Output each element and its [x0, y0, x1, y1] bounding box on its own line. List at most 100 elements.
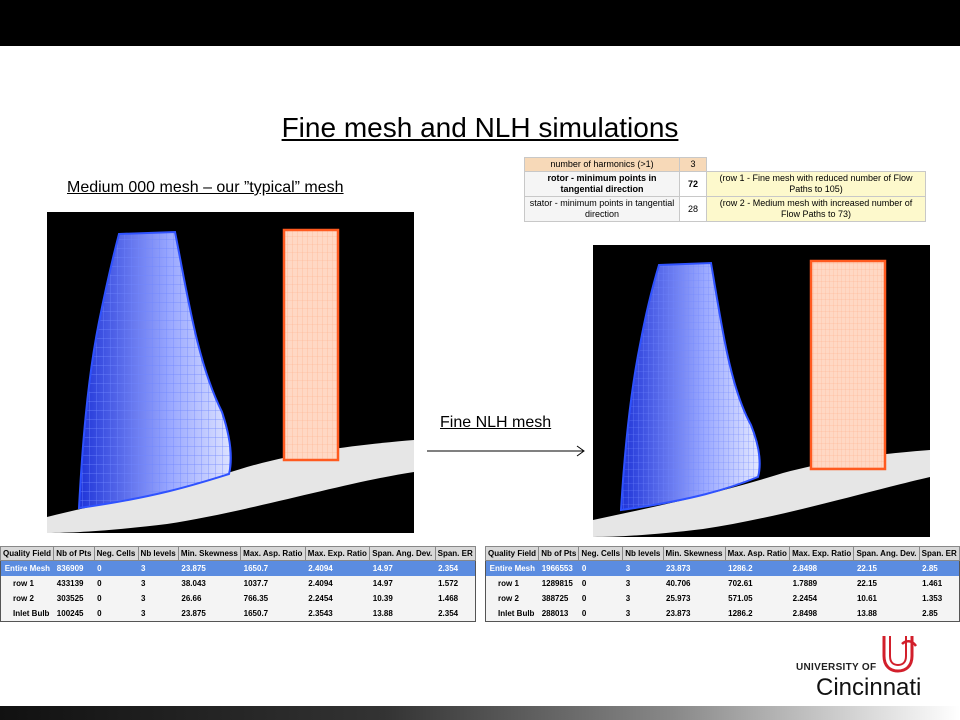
table-cell: 303525 [56, 594, 84, 603]
param-note: (row 1 - Fine mesh with reduced number o… [706, 171, 926, 197]
table-cell: 2.8498 [789, 560, 854, 576]
param-name: number of harmonics (>1) [524, 157, 680, 172]
medium-mesh-image [47, 212, 414, 533]
params-row: stator - minimum points in tangential di… [524, 196, 926, 222]
column-header: Quality Field [0, 546, 55, 561]
table-cell: row 2 [13, 594, 34, 603]
table-cell: 1650.7 [243, 609, 269, 618]
table-cell: 100245 [56, 609, 84, 618]
param-note [706, 157, 926, 172]
table-row[interactable]: Entire Mesh 1966553 0 3 23.873 1286.2 2.… [485, 560, 960, 576]
table-cell: 14.97 [369, 560, 436, 576]
table-cell: 2.4094 [305, 560, 370, 576]
table-cell: 1.468 [438, 594, 459, 603]
table-cell: 2.354 [438, 609, 459, 618]
column-header: Max. Asp. Ratio [724, 546, 791, 561]
table-cell: 22.15 [853, 560, 920, 576]
table-cell: 38.043 [181, 579, 206, 588]
table-cell: 3 [141, 609, 146, 618]
column-header: Max. Asp. Ratio [240, 546, 306, 561]
table-cell: 0 [581, 609, 587, 618]
table-cell: 13.88 [372, 609, 393, 618]
table-cell: 0 [578, 560, 623, 576]
logo-cincinnati: Cincinnati [816, 674, 922, 701]
table-cell: 3 [622, 560, 664, 576]
param-value: 3 [679, 157, 707, 172]
table-cell: 288013 [541, 609, 569, 618]
table-cell: 1.461 [922, 579, 943, 588]
table-cell: 2.8498 [792, 609, 818, 618]
column-header: Span. ER [918, 546, 960, 561]
table-row[interactable]: row 2 388725 0 3 25.973 571.05 2.2454 10… [486, 591, 960, 606]
table-cell: 22.15 [856, 579, 877, 588]
uc-mark-icon [882, 636, 918, 673]
table-cell: 23.875 [181, 609, 206, 618]
column-header: Nb levels [137, 546, 179, 561]
column-header: Neg. Cells [93, 546, 139, 561]
table-row[interactable]: Entire Mesh 836909 0 3 23.875 1650.7 2.4… [0, 560, 476, 576]
param-value: 72 [679, 171, 707, 197]
table-cell: 1289815 [541, 579, 573, 588]
table-row[interactable]: row 1 1289815 0 3 40.706 702.61 1.7889 2… [486, 576, 960, 591]
table-cell: 23.873 [663, 560, 726, 576]
table-cell: 23.873 [666, 609, 691, 618]
column-header: Max. Exp. Ratio [789, 546, 855, 561]
table-cell: 13.88 [856, 609, 877, 618]
params-row: rotor - minimum points in tangential dir… [524, 171, 926, 197]
table-cell: 14.97 [372, 579, 393, 588]
table-cell: Entire Mesh [485, 560, 539, 576]
column-header: Neg. Cells [578, 546, 624, 561]
table-row[interactable]: row 1 433139 0 3 38.043 1037.7 2.4094 14… [1, 576, 476, 591]
medium-mesh-caption: Medium 000 mesh – our ”typical” mesh [67, 179, 344, 196]
table-cell: 25.973 [666, 594, 691, 603]
fine-nlh-mesh-quality-table: Quality Field Nb of Pts Neg. Cells Nb le… [484, 546, 960, 622]
table-cell: row 1 [498, 579, 519, 588]
logo-university-of: UNIVERSITY OF [796, 662, 877, 673]
table-cell: 2.2454 [792, 594, 818, 603]
column-header: Span. ER [434, 546, 477, 561]
column-header: Nb of Pts [53, 546, 95, 561]
table-cell: 702.61 [728, 579, 753, 588]
column-header: Nb levels [622, 546, 664, 561]
table-cell: 0 [97, 594, 102, 603]
table-cell: 1286.2 [728, 609, 753, 618]
table-cell: 1037.7 [243, 579, 269, 588]
slide-title: Fine mesh and NLH simulations [281, 112, 679, 143]
table-cell: 766.35 [243, 594, 269, 603]
table-cell: 2.85 [919, 560, 960, 576]
param-value: 28 [679, 196, 707, 222]
table-cell: 1966553 [538, 560, 579, 576]
column-header: Max. Exp. Ratio [304, 546, 371, 561]
table-cell: 836909 [53, 560, 95, 576]
table-cell: 2.4094 [308, 579, 333, 588]
fine-nlh-mesh-image [593, 245, 930, 537]
table-cell: 0 [97, 579, 102, 588]
table-cell: Inlet Bulb [498, 609, 535, 618]
table-cell: 23.875 [178, 560, 241, 576]
column-header: Quality Field [484, 546, 540, 561]
table-cell: row 1 [13, 579, 34, 588]
table-header-row: Quality Field Nb of Pts Neg. Cells Nb le… [0, 546, 477, 561]
table-cell: 0 [581, 579, 587, 588]
table-cell: 2.354 [435, 560, 476, 576]
table-cell: 2.85 [922, 609, 938, 618]
table-cell: 40.706 [666, 579, 691, 588]
table-cell: 571.05 [728, 594, 753, 603]
table-cell: 3 [138, 560, 179, 576]
table-cell: 26.66 [181, 594, 202, 603]
table-cell: 1.572 [438, 579, 459, 588]
table-row[interactable]: Inlet Bulb 100245 0 3 23.875 1650.7 2.35… [1, 606, 476, 622]
table-row[interactable]: Inlet Bulb 288013 0 3 23.873 1286.2 2.84… [486, 606, 960, 622]
table-cell: 1.7889 [792, 579, 818, 588]
table-header-row: Quality Field Nb of Pts Neg. Cells Nb le… [484, 546, 960, 561]
table-cell: 1286.2 [725, 560, 790, 576]
table-cell: 433139 [56, 579, 84, 588]
table-cell: Entire Mesh [0, 560, 54, 576]
university-logo: UNIVERSITY OF Cincinnati [796, 634, 936, 702]
column-header: Span. Ang. Dev. [853, 546, 920, 561]
medium-mesh-quality-table: Quality Field Nb of Pts Neg. Cells Nb le… [0, 546, 477, 622]
table-row[interactable]: row 2 303525 0 3 26.66 766.35 2.2454 10.… [1, 591, 476, 606]
param-name: rotor - minimum points in tangential dir… [524, 171, 680, 197]
right-arrow-icon [427, 445, 585, 457]
table-cell: 2.3543 [308, 609, 333, 618]
